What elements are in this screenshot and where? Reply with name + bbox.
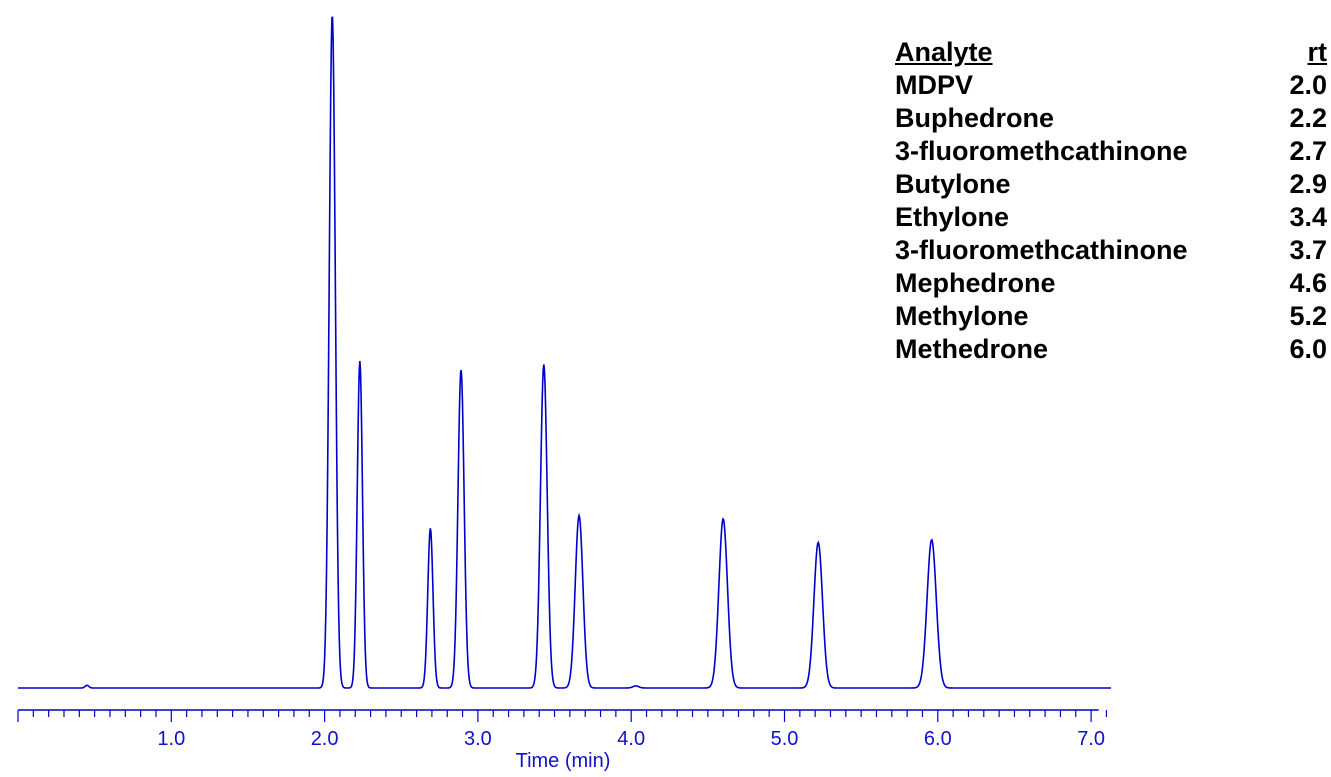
legend-retention-time: 2.2 — [1289, 103, 1327, 133]
chromatogram-trace — [18, 16, 1111, 689]
legend-retention-time: 2.7 — [1289, 136, 1327, 166]
legend-retention-time: 3.4 — [1289, 202, 1327, 232]
legend-retention-time: 2.0 — [1289, 70, 1327, 100]
legend-analyte-name: Buphedrone — [895, 103, 1054, 133]
legend-analyte-name: Butylone — [895, 169, 1011, 199]
legend-analyte-name: 3-fluoromethcathinone — [895, 235, 1188, 265]
x-axis — [17, 709, 1108, 722]
legend-retention-time: 4.6 — [1289, 268, 1327, 298]
x-tick-label: 1.0 — [157, 728, 185, 750]
legend-row: Methylone 5.2 — [895, 300, 1327, 333]
x-tick-label: 6.0 — [924, 728, 952, 750]
legend-analyte-name: 3-fluoromethcathinone — [895, 136, 1188, 166]
legend-header-row: Analyte rt — [895, 36, 1327, 69]
legend-analyte-name: Methylone — [895, 301, 1029, 331]
x-axis-title: Time (min) — [516, 750, 611, 772]
legend-analyte-name: Mephedrone — [895, 268, 1056, 298]
legend-rows: MDPV 2.0 Buphedrone 2.2 3-fluoromethcathinon… — [895, 69, 1327, 366]
legend-row: 3-fluoromethcathinone 3.7 — [895, 234, 1327, 267]
legend-analyte-name: Methedrone — [895, 334, 1049, 364]
x-tick-label: 5.0 — [771, 728, 799, 750]
legend-row: Buphedrone 2.2 — [895, 102, 1327, 135]
legend-row: Mephedrone 4.6 — [895, 267, 1327, 300]
legend-row: Ethylone 3.4 — [895, 201, 1327, 234]
analyte-legend: Analyte rt MDPV 2.0 Buphedrone 2.2 3-fluorom… — [895, 36, 1327, 366]
legend-header-rt: rt — [1307, 37, 1328, 67]
legend-row: MDPV 2.0 — [895, 69, 1327, 102]
legend-retention-time: 6.0 — [1289, 334, 1327, 364]
legend-row: 3-fluoromethcathinone 2.7 — [895, 135, 1327, 168]
legend-retention-time: 3.7 — [1289, 235, 1327, 265]
legend-analyte-name: MDPV — [895, 70, 974, 100]
legend-analyte-name: Ethylone — [895, 202, 1010, 232]
x-tick-label: 2.0 — [311, 728, 339, 750]
legend-row: Methedrone 6.0 — [895, 333, 1327, 366]
x-tick-labels: 1.0 2.0 3.0 4.0 5.0 6.0 7.0 — [157, 728, 1105, 750]
x-tick-label: 4.0 — [617, 728, 645, 750]
legend-retention-time: 2.9 — [1289, 169, 1327, 199]
legend-retention-time: 5.2 — [1289, 301, 1327, 331]
legend-header-analyte: Analyte — [895, 37, 993, 67]
x-tick-label: 3.0 — [464, 728, 492, 750]
legend-row: Butylone 2.9 — [895, 168, 1327, 201]
x-tick-label: 7.0 — [1077, 728, 1105, 750]
